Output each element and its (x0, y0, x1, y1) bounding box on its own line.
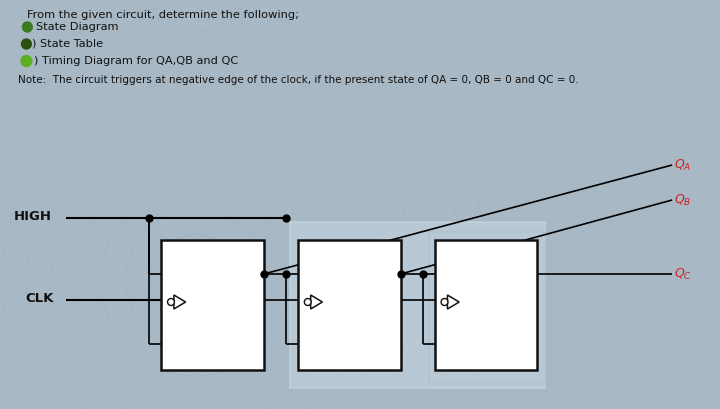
Text: C: C (461, 296, 469, 306)
Bar (429, 232, 545, 384)
Text: $Q_A$: $Q_A$ (218, 262, 235, 277)
Text: K: K (441, 338, 449, 351)
Text: $Q_B$: $Q_B$ (355, 262, 372, 277)
Text: J: J (441, 268, 444, 281)
Circle shape (22, 22, 32, 32)
Bar (290, 222, 545, 388)
Text: Note:  The circuit triggers at negative edge of the clock, if the present state : Note: The circuit triggers at negative e… (17, 75, 578, 85)
Circle shape (305, 299, 311, 306)
Bar (298, 240, 400, 370)
Text: ) Timing Diagram for QA,QB and QC: ) Timing Diagram for QA,QB and QC (34, 56, 238, 66)
Circle shape (22, 39, 31, 49)
Text: HIGH: HIGH (14, 210, 52, 223)
Circle shape (441, 299, 448, 306)
Text: CLK: CLK (25, 292, 54, 305)
Text: From the given circuit, determine the following;: From the given circuit, determine the fo… (27, 10, 300, 20)
Text: $Q_B$: $Q_B$ (674, 193, 691, 208)
Text: K: K (304, 338, 312, 351)
Text: State Diagram: State Diagram (36, 22, 119, 32)
Text: $Q_A$: $Q_A$ (674, 158, 691, 173)
Text: C: C (324, 296, 332, 306)
Text: C: C (188, 296, 195, 306)
Bar (435, 240, 537, 370)
Text: $Q_C$: $Q_C$ (492, 262, 509, 277)
Text: $Q_C$: $Q_C$ (674, 267, 692, 282)
Text: J: J (167, 268, 171, 281)
Text: J: J (304, 268, 307, 281)
Text: K: K (167, 338, 175, 351)
Circle shape (21, 56, 32, 67)
Bar (161, 240, 264, 370)
Text: ) State Table: ) State Table (32, 39, 104, 49)
Circle shape (168, 299, 174, 306)
